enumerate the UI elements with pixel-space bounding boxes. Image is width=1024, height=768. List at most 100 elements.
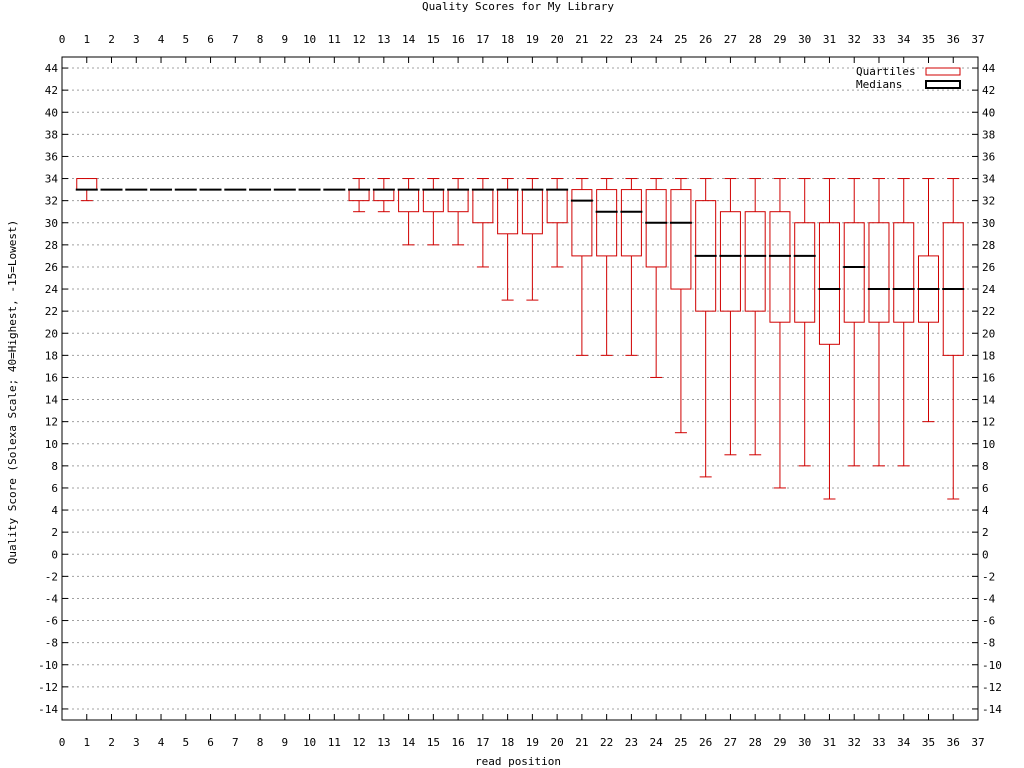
y-tick-label-left: 10 [45,438,58,451]
box-plot-position-23 [620,178,643,356]
y-tick-label-right: 12 [982,416,995,429]
x-tick-label-bottom: 18 [501,736,514,749]
x-tick-label-bottom: 3 [133,736,140,749]
y-tick-label-right: 16 [982,371,995,384]
x-tick-label-bottom: 29 [773,736,786,749]
legend-swatch-quartiles [925,67,961,76]
y-tick-label-right: -10 [982,659,1002,672]
y-tick-label-left: -6 [45,615,58,628]
y-tick-label-left: -10 [38,659,58,672]
x-tick-label-top: 14 [402,33,416,46]
y-tick-label-right: 0 [982,548,989,561]
y-tick-label-right: 28 [982,239,995,252]
x-tick-label-top: 13 [377,33,390,46]
y-tick-label-left: 26 [45,261,58,274]
y-tick-label-right: -14 [982,703,1002,716]
y-tick-label-right: 2 [982,526,989,539]
y-tick-label-right: 20 [982,327,995,340]
y-tick-label-left: -14 [38,703,58,716]
quartile-box [843,222,865,323]
x-tick-label-bottom: 7 [232,736,239,749]
box-plot-position-27 [719,178,742,456]
grid [62,67,978,710]
legend-swatch-medians [925,80,961,89]
y-tick-label-left: 42 [45,84,58,97]
y-tick-label-left: -2 [45,570,58,583]
box-plot-position-30 [793,178,816,467]
axis-ticks: -14 -14-12 -12-10 -10-8 -8-6 -6-4 -4-2 -20 02 24 4… [38,33,1002,749]
x-tick-label-bottom: 8 [257,736,264,749]
x-tick-label-top: 10 [303,33,316,46]
y-tick-label-left: 34 [45,173,59,186]
quartile-box [645,189,667,268]
box-plot-position-15 [422,178,445,246]
x-tick-label-bottom: 14 [402,736,416,749]
box-plot-position-31 [818,178,841,500]
x-axis-label: read position [475,755,561,768]
x-tick-label-bottom: 4 [158,736,165,749]
x-tick-label-top: 11 [328,33,341,46]
x-tick-label-top: 26 [699,33,712,46]
x-tick-label-bottom: 16 [451,736,464,749]
x-tick-label-bottom: 35 [922,736,935,749]
y-tick-label-right: 10 [982,438,995,451]
quartile-box [472,189,494,224]
box-plot-position-29 [768,178,791,489]
box-plot-position-24 [645,178,668,378]
y-tick-label-left: 2 [51,526,58,539]
box-plot-position-32 [843,178,866,467]
y-tick-label-left: 28 [45,239,58,252]
x-tick-label-bottom: 5 [182,736,189,749]
x-tick-label-bottom: 2 [108,736,115,749]
x-tick-label-top: 18 [501,33,514,46]
x-tick-label-bottom: 20 [551,736,564,749]
x-tick-label-bottom: 30 [798,736,811,749]
y-tick-label-right: 34 [982,173,996,186]
y-tick-label-right: 26 [982,261,995,274]
y-tick-label-right: 38 [982,128,995,141]
y-tick-label-right: -12 [982,681,1002,694]
box-plot-position-25 [669,178,692,434]
y-tick-label-right: 14 [982,394,996,407]
x-tick-label-top: 21 [575,33,588,46]
y-tick-label-right: 44 [982,62,996,75]
box-plot-position-19 [521,178,544,301]
x-tick-label-bottom: 17 [476,736,489,749]
legend-label: Medians [856,78,902,91]
x-tick-label-top: 23 [625,33,638,46]
x-tick-label-bottom: 28 [749,736,762,749]
x-tick-label-top: 4 [158,33,165,46]
box-plot-position-35 [917,178,940,423]
x-tick-label-bottom: 36 [947,736,960,749]
x-tick-label-top: 1 [83,33,90,46]
y-tick-label-right: 24 [982,283,996,296]
x-tick-label-bottom: 32 [848,736,861,749]
y-tick-label-left: 0 [51,548,58,561]
y-tick-label-left: -4 [45,592,59,605]
box-plot-position-13 [372,178,395,213]
box-plot-position-17 [471,178,494,268]
x-tick-label-top: 7 [232,33,239,46]
y-tick-label-left: 40 [45,106,58,119]
x-tick-label-bottom: 15 [427,736,440,749]
x-tick-label-bottom: 23 [625,736,638,749]
y-tick-label-left: 14 [45,394,59,407]
quartile-box [818,222,840,345]
x-tick-label-top: 20 [551,33,564,46]
x-tick-label-bottom: 24 [650,736,664,749]
quartile-box [76,178,98,191]
x-tick-label-top: 29 [773,33,786,46]
quartile-box [769,211,791,323]
y-axis-label: Quality Score (Solexa Scale; 40=Highest,… [6,220,19,564]
x-tick-label-top: 17 [476,33,489,46]
quartile-box [373,189,395,202]
quartile-box [744,211,766,312]
x-tick-label-top: 22 [600,33,613,46]
x-tick-label-bottom: 12 [352,736,365,749]
y-tick-label-right: 22 [982,305,995,318]
x-tick-label-top: 32 [848,33,861,46]
y-tick-label-left: 8 [51,460,58,473]
box-plot-position-16 [447,178,470,246]
x-tick-label-top: 35 [922,33,935,46]
